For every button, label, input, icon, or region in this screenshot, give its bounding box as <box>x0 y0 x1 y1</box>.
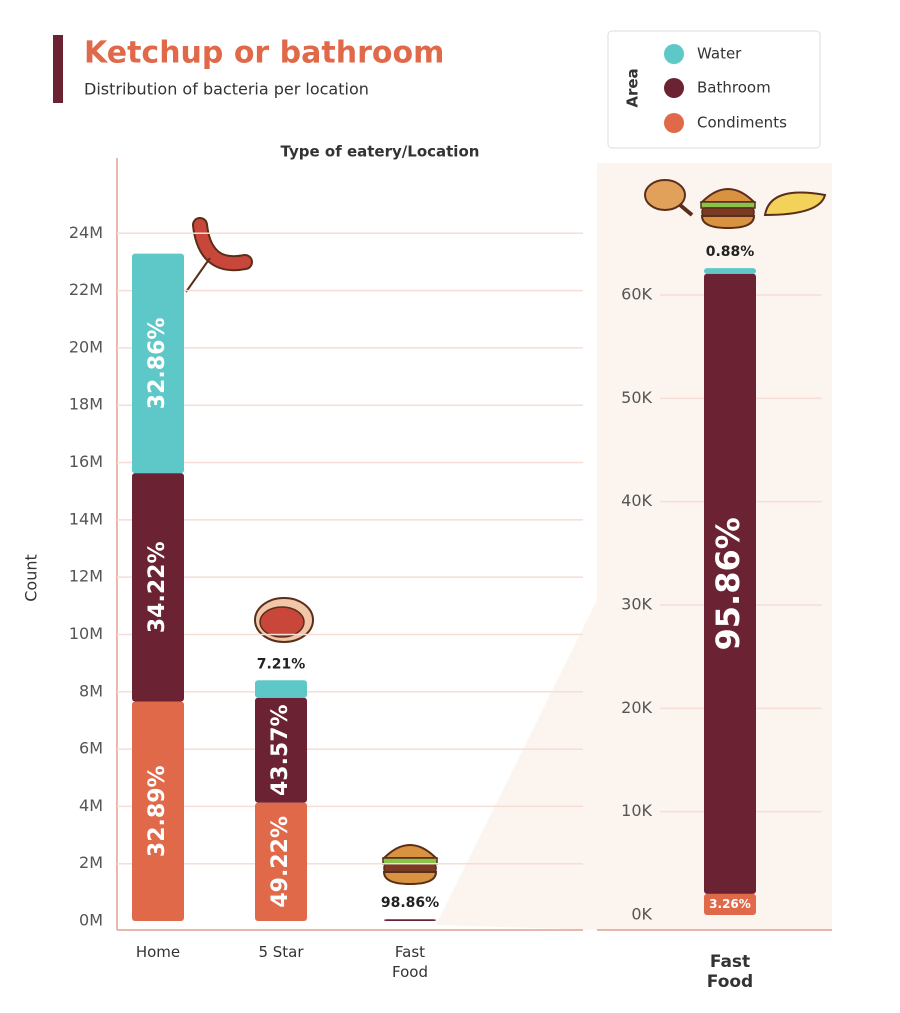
bar-segment <box>704 893 756 915</box>
zoom-connector <box>436 600 597 930</box>
bar-segment <box>132 701 184 921</box>
steak-icon <box>254 597 314 643</box>
sausage-icon <box>185 217 253 293</box>
x-tick-label: 5 Star <box>258 943 304 961</box>
legend-swatch <box>664 78 684 98</box>
y-tick-label: 0M <box>79 911 103 930</box>
y-tick-label: 24M <box>69 223 103 242</box>
data-label: 95.86% <box>709 517 747 650</box>
legend-box <box>607 30 821 149</box>
legend-title: Area <box>624 68 642 107</box>
legend-label: Bathroom <box>697 79 771 97</box>
data-label: 49.22% <box>268 816 293 908</box>
y-tick-label: 2M <box>79 853 103 872</box>
x-tick-label-box: Fast Food <box>392 943 428 981</box>
bar-segment <box>132 473 184 702</box>
y-axis-title: Count <box>22 554 41 602</box>
burger-icon <box>699 188 757 230</box>
y-tick-label: 30K <box>621 595 652 614</box>
legend-label: Water <box>697 45 742 63</box>
bar-segment <box>255 680 307 698</box>
y-tick-label: 6M <box>79 739 103 758</box>
data-label: 34.22% <box>145 542 170 634</box>
data-label: 7.21% <box>257 656 306 672</box>
chart-title: Ketchup or bathroom <box>84 36 444 71</box>
bar-segment <box>704 268 756 274</box>
y-tick-label: 20K <box>621 698 652 717</box>
y-tick-label: 12M <box>69 567 103 586</box>
chart-subtitle: Distribution of bacteria per location <box>84 80 369 99</box>
chicken-icon <box>644 179 694 217</box>
y-tick-label: 10M <box>69 624 103 643</box>
legend-swatch <box>664 44 684 64</box>
legend-swatch <box>664 113 684 133</box>
burger-icon <box>381 844 439 886</box>
x-tick-label-box: Home <box>135 943 181 961</box>
y-tick-label: 10K <box>621 801 652 820</box>
y-tick-label: 22M <box>69 280 103 299</box>
data-label: 43.57% <box>268 704 293 796</box>
y-tick-label: 20M <box>69 337 103 356</box>
bar-segment <box>384 919 436 921</box>
y-tick-label: 0K <box>631 905 652 924</box>
title-bar <box>53 35 63 103</box>
x-tick-label: Fast Food <box>392 943 428 981</box>
bar-segment <box>255 697 307 803</box>
bar-segment <box>704 273 756 894</box>
bar-segment <box>255 802 307 921</box>
y-tick-label: 14M <box>69 509 103 528</box>
data-label: 32.86% <box>145 318 170 410</box>
x-tick-label-box: Fast Food <box>706 952 754 992</box>
x-axis-title: Type of eatery/Location <box>281 143 480 161</box>
legend-label: Condiments <box>697 114 787 132</box>
y-tick-label: 4M <box>79 796 103 815</box>
x-tick-label: Fast Food <box>706 952 754 992</box>
data-label: 0.88% <box>706 244 755 260</box>
x-tick-label: Home <box>135 943 181 961</box>
data-label: 3.26% <box>709 897 751 911</box>
y-tick-label: 8M <box>79 681 103 700</box>
taco-icon <box>763 191 827 217</box>
y-tick-label: 18M <box>69 395 103 414</box>
bar-segment <box>132 253 184 474</box>
y-tick-label: 60K <box>621 285 652 304</box>
y-tick-label: 50K <box>621 388 652 407</box>
data-label: 32.89% <box>145 765 170 857</box>
y-tick-label: 16M <box>69 452 103 471</box>
data-label: 98.86% <box>381 895 439 911</box>
x-tick-label-box: 5 Star <box>258 943 304 961</box>
y-tick-label: 40K <box>621 491 652 510</box>
